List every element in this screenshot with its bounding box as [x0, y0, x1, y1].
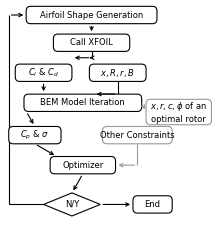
FancyBboxPatch shape [9, 127, 61, 144]
Text: $x, r, c, \phi$ of an
optimal rotor: $x, r, c, \phi$ of an optimal rotor [150, 100, 207, 124]
FancyBboxPatch shape [102, 127, 172, 144]
Text: N/Y: N/Y [65, 200, 79, 209]
FancyBboxPatch shape [133, 196, 172, 213]
Text: $C_l$ & $C_d$: $C_l$ & $C_d$ [28, 67, 59, 79]
FancyBboxPatch shape [89, 64, 146, 81]
Polygon shape [44, 193, 100, 216]
FancyBboxPatch shape [15, 64, 72, 81]
FancyBboxPatch shape [146, 99, 211, 125]
Text: BEM Model Iteration: BEM Model Iteration [41, 98, 125, 107]
Text: Optimizer: Optimizer [62, 161, 104, 170]
FancyBboxPatch shape [24, 94, 142, 111]
Text: $x, R, r, B$: $x, R, r, B$ [100, 67, 135, 79]
FancyBboxPatch shape [53, 34, 130, 52]
Text: Other Constraints: Other Constraints [100, 131, 175, 140]
Text: End: End [145, 200, 161, 209]
FancyBboxPatch shape [50, 157, 116, 174]
Text: Airfoil Shape Generation: Airfoil Shape Generation [40, 11, 143, 19]
Text: $C_p$ & $\sigma$: $C_p$ & $\sigma$ [20, 129, 49, 142]
Text: Call XFOIL: Call XFOIL [70, 38, 113, 47]
FancyBboxPatch shape [26, 6, 157, 24]
